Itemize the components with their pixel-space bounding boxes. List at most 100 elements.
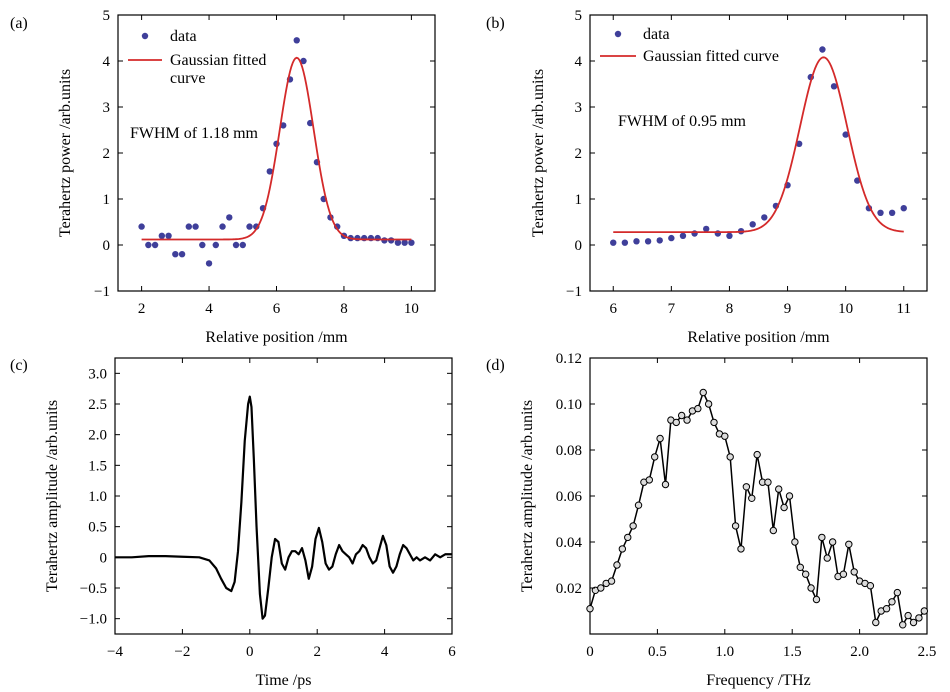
y-tick-label: 1 [103, 192, 111, 208]
y-axis-label: Terahertz power /arb.units [57, 69, 74, 237]
y-tick-label: 1.0 [88, 489, 107, 505]
data-point [828, 538, 837, 546]
x-tick-label: 2 [313, 644, 321, 660]
data-point [915, 614, 923, 622]
x-tick-label: 7 [668, 301, 676, 317]
y-tick-label: 0.10 [556, 397, 582, 413]
x-tick-label: 10 [404, 301, 419, 317]
data-point [699, 388, 707, 397]
x-tick-label: 2.0 [850, 644, 869, 660]
x-tick-label: 4 [205, 301, 213, 317]
data-point [703, 225, 710, 233]
x-tick-label: 9 [784, 301, 792, 317]
panel-label: (a) [10, 15, 28, 32]
data-point [586, 605, 594, 613]
legend-label-fit: Gaussian fitted [170, 52, 266, 69]
data-point [748, 494, 756, 502]
panel-label: (c) [10, 357, 28, 374]
x-tick-label: 6 [448, 644, 456, 660]
x-tick-label: 2.5 [918, 644, 937, 660]
y-tick-label: 2.0 [88, 428, 107, 444]
data-point [266, 168, 273, 175]
data-point [408, 239, 415, 246]
data-point [818, 533, 826, 542]
data-point [151, 241, 159, 249]
legend-label-data: data [170, 28, 197, 45]
data-point [219, 223, 226, 230]
data-point [769, 526, 778, 535]
data-point [610, 239, 617, 246]
y-tick-label: 2.5 [88, 397, 107, 413]
x-tick-label: 0 [246, 644, 254, 660]
data-point [764, 478, 772, 486]
data-point [726, 453, 734, 461]
y-tick-label: 0.06 [556, 489, 583, 505]
data-point [753, 450, 761, 459]
y-tick-label: −1 [566, 284, 582, 300]
y-tick-label: −1 [94, 284, 110, 300]
data-point [866, 582, 875, 590]
x-axis-label: Time /ps [256, 672, 312, 689]
data-point [899, 621, 907, 629]
data-point [138, 223, 145, 230]
x-tick-label: 6 [273, 301, 281, 317]
data-point [801, 570, 810, 578]
data-point [909, 618, 918, 627]
data-point [721, 432, 729, 440]
legend: data Gaussian fitted curve [600, 26, 779, 65]
data-point [387, 237, 395, 244]
series-line [115, 395, 452, 620]
x-tick-label: 10 [838, 301, 853, 317]
marks [586, 388, 929, 629]
data-point [158, 232, 166, 239]
data-point [893, 588, 902, 597]
data-point [704, 400, 713, 408]
data-point [683, 416, 691, 424]
data-point [232, 241, 240, 249]
data-point [904, 611, 912, 620]
ticks: 0 0.5 1.0 1.5 2.0 2.5 0.02 0.04 0.06 0.08 0.10 0.12 [556, 351, 937, 660]
y-tick-label: 1.5 [88, 458, 107, 474]
data-point [607, 577, 616, 585]
data-point [749, 221, 756, 228]
series-line [589, 391, 925, 626]
panel-a: (a) 2 4 6 8 10 −1 0 1 2 3 4 5 Relative position /mm… [10, 8, 436, 346]
data-point [679, 232, 687, 239]
data-point [280, 122, 287, 129]
y-tick-label: 2 [575, 146, 583, 162]
data-point [381, 237, 388, 244]
data-point [785, 492, 794, 500]
data-point [246, 223, 253, 230]
data-point [796, 563, 804, 571]
data-point [672, 418, 680, 427]
data-point [629, 522, 637, 530]
legend-marker-data [614, 30, 622, 38]
x-tick-label: 0 [586, 644, 594, 660]
x-axis-label: Relative position /mm [687, 329, 830, 346]
data-point [823, 554, 831, 562]
panel-c: (c) −4 −2 0 2 4 6−1.0−0.500.51.01.52.02.53.0 … [10, 357, 456, 689]
data-point [807, 584, 815, 592]
y-tick-label: 0 [575, 238, 583, 254]
gaussian-fit-line [141, 56, 412, 241]
data-point [845, 540, 853, 548]
x-tick-label: −4 [107, 644, 123, 660]
data-point [656, 434, 664, 443]
data-point [819, 46, 826, 53]
data-point [791, 538, 799, 546]
data-point [780, 503, 788, 512]
data-point [795, 140, 803, 147]
data-point [394, 239, 402, 246]
data-point [633, 238, 640, 245]
x-tick-label: 1.5 [783, 644, 802, 660]
y-tick-label: 3 [575, 100, 583, 116]
legend-label-fit-line2: curve [170, 70, 206, 87]
data-point [668, 234, 675, 242]
data-point [710, 418, 718, 427]
y-tick-label: 0.12 [556, 351, 582, 367]
data-point [205, 260, 213, 267]
legend-label-data: data [643, 26, 670, 43]
x-tick-label: 1.0 [715, 644, 734, 660]
marks [610, 46, 907, 246]
